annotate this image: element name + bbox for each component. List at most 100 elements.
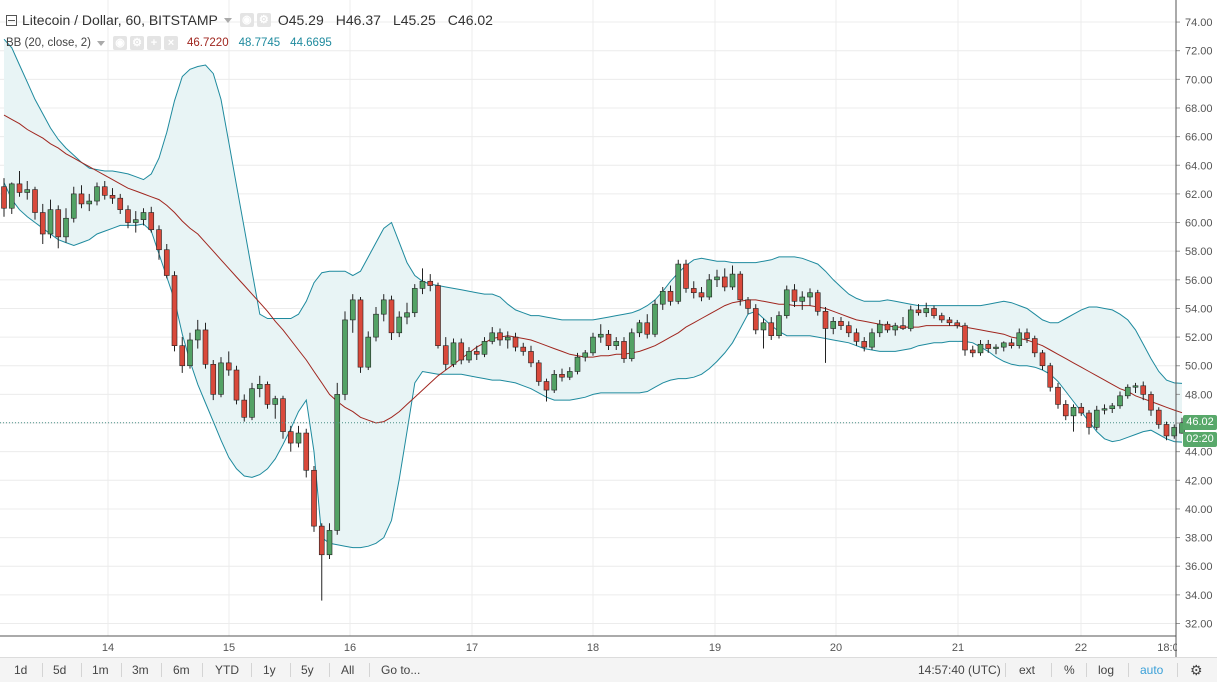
candle-body <box>698 292 705 298</box>
candle-body <box>125 209 131 223</box>
y-tick-label: 62.00 <box>1185 189 1213 201</box>
candle-body <box>690 288 697 294</box>
candle <box>1008 338 1015 349</box>
gear-icon[interactable]: ⚙ <box>1190 662 1203 678</box>
candle-body <box>876 323 883 334</box>
candle <box>225 351 232 376</box>
y-tick-label: 38.00 <box>1185 533 1213 545</box>
eye-icon[interactable]: ◉ <box>239 13 254 27</box>
candle <box>621 337 627 363</box>
candle <box>194 319 201 349</box>
candle-body <box>791 289 798 302</box>
range-5y-button[interactable]: 5y <box>301 663 314 677</box>
candle-body <box>938 315 945 321</box>
candle <box>838 317 844 330</box>
candle <box>318 523 325 601</box>
candle <box>1031 335 1038 358</box>
indicator-dropdown-icon[interactable] <box>97 40 106 46</box>
candle <box>706 274 713 300</box>
eye-icon[interactable]: ◉ <box>113 36 128 50</box>
close-icon[interactable]: × <box>164 36 179 50</box>
candle-body <box>450 342 457 365</box>
candle-body <box>86 200 93 205</box>
candle <box>458 338 465 365</box>
candle <box>737 271 744 306</box>
indicator-name[interactable]: BB (20, close, 2) <box>6 37 92 49</box>
symbol-title[interactable]: Litecoin / Dollar, 60, BITSTAMP <box>22 12 218 28</box>
range-6m-button[interactable]: 6m <box>173 663 190 677</box>
log-scale-toggle[interactable]: log <box>1098 663 1115 677</box>
candle <box>55 205 62 249</box>
candle-body <box>16 183 23 193</box>
y-tick-label: 50.00 <box>1185 361 1213 373</box>
candle-body <box>94 186 100 202</box>
candle-body <box>342 319 348 395</box>
candle-body <box>566 371 573 378</box>
candle <box>1140 381 1147 401</box>
goto-button[interactable]: Go to... <box>381 663 421 677</box>
candle <box>559 368 565 382</box>
indicator-basis-value: 46.7220 <box>187 37 229 49</box>
candle-body <box>869 332 875 348</box>
candle <box>729 265 736 290</box>
candle-body <box>1132 385 1139 388</box>
candle-body <box>1024 332 1030 339</box>
candle <box>1109 402 1116 413</box>
candle-body <box>667 290 674 302</box>
candle-body <box>737 273 744 301</box>
candle-body <box>280 398 286 432</box>
candle-body <box>8 183 15 209</box>
candle <box>16 170 23 197</box>
candle <box>117 193 124 214</box>
range-1d-button[interactable]: 1d <box>14 663 28 677</box>
candle-body <box>264 384 271 405</box>
candle-body <box>1117 395 1123 407</box>
upper-band-line <box>3 38 1183 384</box>
x-tick-label: 20 <box>830 642 842 654</box>
collapse-square-icon[interactable] <box>6 14 17 26</box>
extended-hours-toggle[interactable]: ext <box>1019 663 1036 677</box>
candle <box>156 225 162 260</box>
range-all-button[interactable]: All <box>341 663 355 677</box>
x-tick-label: 18:0 <box>1157 642 1178 654</box>
auto-scale-toggle[interactable]: auto <box>1140 663 1164 677</box>
range-5d-button[interactable]: 5d <box>53 663 67 677</box>
candle <box>644 314 651 339</box>
candle-body <box>148 212 155 231</box>
candle-body <box>187 339 193 367</box>
candle-body <box>551 374 558 391</box>
range-3m-button[interactable]: 3m <box>132 663 149 677</box>
candle-body <box>752 308 759 331</box>
range-1y-button[interactable]: 1y <box>263 663 276 677</box>
candle <box>303 428 310 478</box>
candle <box>419 268 426 295</box>
last-price-tag: 46.02 <box>1183 415 1217 430</box>
move-icon[interactable]: + <box>147 36 162 50</box>
candle-body <box>683 263 689 289</box>
range-ytd-button[interactable]: YTD <box>215 663 239 677</box>
percent-scale-toggle[interactable]: % <box>1064 663 1075 677</box>
utc-clock[interactable]: 14:57:40 (UTC) <box>918 663 1001 677</box>
candle-body <box>528 351 534 364</box>
settings-icon[interactable]: ⚙ <box>256 13 271 27</box>
candle-body <box>303 432 310 471</box>
candle-body <box>613 341 620 346</box>
candle-body <box>1031 338 1038 354</box>
x-tick-label: 19 <box>709 642 721 654</box>
settings-icon[interactable]: ⚙ <box>130 36 145 50</box>
symbol-dropdown-icon[interactable] <box>223 17 232 23</box>
candle <box>652 299 658 338</box>
candle-body <box>838 321 844 326</box>
candle <box>210 360 217 401</box>
candle-body <box>807 292 813 298</box>
candle-body <box>675 263 682 302</box>
candle <box>791 284 798 308</box>
candle-body <box>1062 404 1069 417</box>
y-tick-label: 64.00 <box>1185 160 1213 172</box>
high-value: 46.37 <box>345 12 381 28</box>
range-1m-button[interactable]: 1m <box>92 663 109 677</box>
candle-body <box>985 343 992 349</box>
candle-body <box>977 343 984 354</box>
candle-body <box>745 299 751 309</box>
